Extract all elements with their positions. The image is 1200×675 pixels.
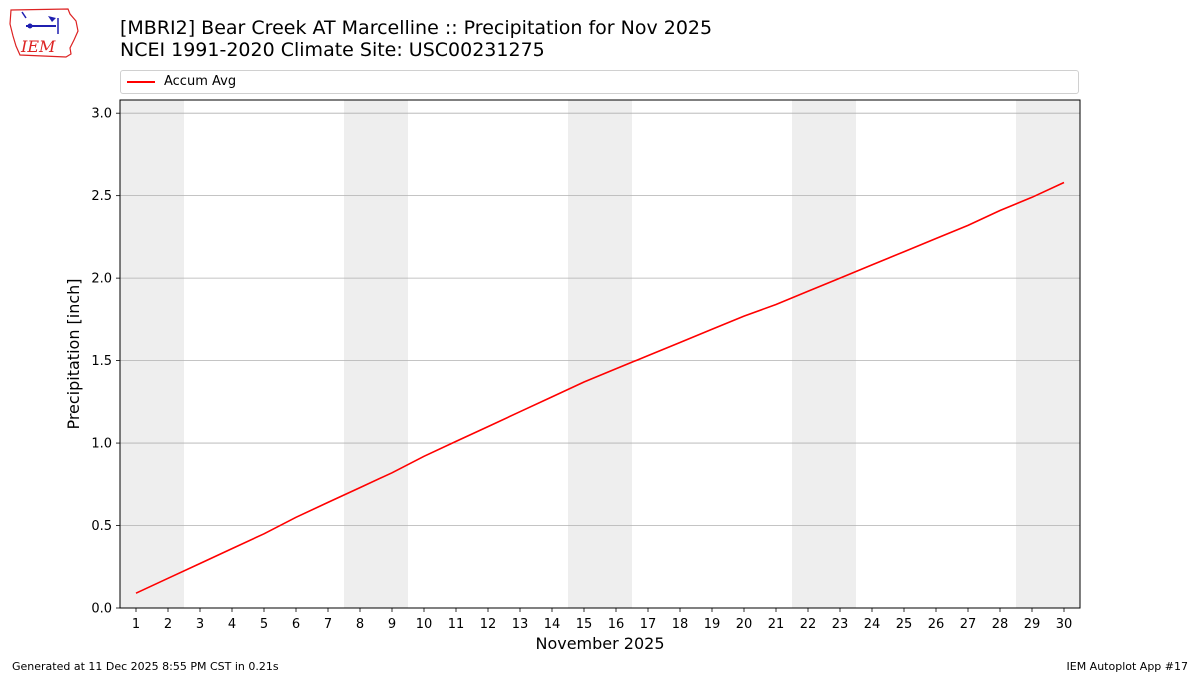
x-axis-label: November 2025	[535, 634, 664, 653]
x-tick-label-24: 24	[864, 617, 881, 632]
legend-label-accum-avg: Accum Avg	[164, 74, 237, 89]
weekend-band-0	[120, 100, 184, 608]
x-tick-label-23: 23	[832, 617, 849, 632]
weekend-band-1	[344, 100, 408, 608]
weekend-band-3	[792, 100, 856, 608]
x-tick-label-6: 6	[292, 617, 300, 632]
weekend-band-4	[1016, 100, 1080, 608]
x-tick-label-21: 21	[768, 617, 785, 632]
x-tick-label-10: 10	[416, 617, 433, 632]
legend-swatch-accum-avg	[127, 81, 155, 83]
generated-timestamp: Generated at 11 Dec 2025 8:55 PM CST in …	[12, 660, 279, 673]
x-tick-label-14: 14	[544, 617, 561, 632]
x-tick-label-27: 27	[960, 617, 977, 632]
x-tick-label-17: 17	[640, 617, 657, 632]
x-tick-label-28: 28	[992, 617, 1009, 632]
weekend-band-2	[568, 100, 632, 608]
x-tick-label-5: 5	[260, 617, 268, 632]
y-tick-label-4: 2.0	[91, 272, 112, 287]
y-tick-label-0: 0.0	[91, 602, 112, 617]
chart-subtitle: NCEI 1991-2020 Climate Site: USC00231275	[120, 39, 545, 61]
x-tick-label-9: 9	[388, 617, 396, 632]
x-tick-label-15: 15	[576, 617, 593, 632]
iem-logo: IEM	[8, 4, 80, 60]
y-tick-label-1: 0.5	[91, 519, 112, 534]
x-tick-label-7: 7	[324, 617, 332, 632]
logo-text: IEM	[20, 37, 56, 56]
x-tick-label-13: 13	[512, 617, 529, 632]
x-tick-label-25: 25	[896, 617, 913, 632]
x-tick-label-2: 2	[164, 617, 172, 632]
y-tick-label-5: 2.5	[91, 189, 112, 204]
chart-title: [MBRI2] Bear Creek AT Marcelline :: Prec…	[120, 17, 713, 39]
chart-legend: Accum Avg	[120, 70, 1079, 94]
y-tick-label-2: 1.0	[91, 437, 112, 452]
plot-frame	[119, 99, 1081, 609]
y-tick-label-6: 3.0	[91, 107, 112, 122]
series-line-0	[135, 181, 1065, 594]
x-tick-label-16: 16	[608, 617, 625, 632]
app-label: IEM Autoplot App #17	[1066, 660, 1189, 673]
x-tick-label-20: 20	[736, 617, 753, 632]
x-tick-label-22: 22	[800, 617, 817, 632]
x-tick-label-12: 12	[480, 617, 497, 632]
x-tick-label-8: 8	[356, 617, 364, 632]
x-tick-label-26: 26	[928, 617, 945, 632]
y-axis-label: Precipitation [inch]	[64, 278, 83, 429]
x-tick-label-19: 19	[704, 617, 721, 632]
y-tick-label-3: 1.5	[91, 354, 112, 369]
x-tick-label-3: 3	[196, 617, 204, 632]
x-tick-label-29: 29	[1024, 617, 1041, 632]
x-tick-label-4: 4	[228, 617, 236, 632]
x-tick-label-30: 30	[1056, 617, 1073, 632]
x-tick-label-1: 1	[132, 617, 140, 632]
iowa-state-outline-icon: IEM	[9, 8, 79, 58]
x-tick-label-18: 18	[672, 617, 689, 632]
x-tick-label-11: 11	[448, 617, 465, 632]
